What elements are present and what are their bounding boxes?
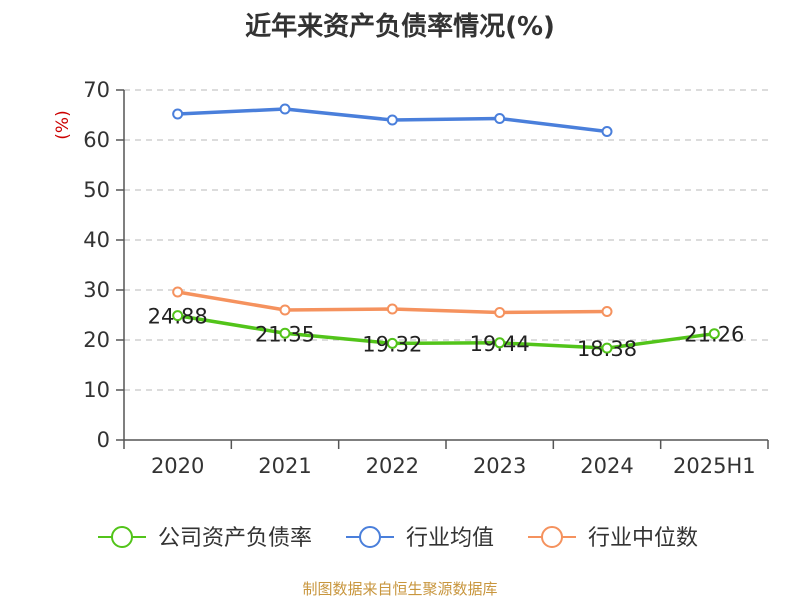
- data-point: [494, 307, 506, 318]
- legend-marker: [541, 526, 563, 548]
- y-tick-label: 70: [83, 78, 110, 102]
- legend-marker: [111, 526, 133, 548]
- legend-item-1[interactable]: 行业均值: [346, 526, 494, 551]
- data-point: [601, 306, 613, 317]
- data-point: [172, 286, 184, 298]
- gridlines: [124, 89, 768, 391]
- legend-label: 行业中位数: [588, 526, 698, 551]
- y-axis-label: (%): [53, 110, 73, 139]
- data-point: [708, 328, 720, 340]
- legend-item-0[interactable]: 公司资产负债率: [98, 526, 312, 551]
- series: [172, 103, 720, 354]
- y-tick-label: 10: [83, 378, 110, 402]
- data-label: 24.88: [148, 305, 208, 329]
- data-labels: 24.88 21.35 19.32 19.44 18.38 21.26: [148, 305, 745, 362]
- y-tick-label: 0: [97, 428, 110, 452]
- data-point: [279, 327, 291, 339]
- x-tick-label: 2024: [580, 454, 633, 478]
- data-point: [386, 303, 398, 315]
- legend-label: 公司资产负债率: [158, 526, 312, 551]
- data-point: [386, 114, 398, 126]
- legend-marker: [359, 526, 381, 548]
- data-label: 21.35: [255, 322, 315, 346]
- y-tick-label: 20: [83, 328, 110, 352]
- x-tick-label: 2025H1: [673, 454, 756, 478]
- data-point: [601, 126, 613, 137]
- data-label: 18.38: [577, 337, 637, 361]
- data-label: 19.32: [362, 332, 422, 356]
- axes: (%) 0 10 20 30 40 50 60 70 2020 2021 2022 2023 2024 2…: [53, 78, 769, 478]
- x-tick-label: 2021: [258, 454, 311, 478]
- x-tick-label: 2022: [366, 454, 419, 478]
- data-point: [494, 337, 506, 349]
- data-point: [279, 304, 291, 316]
- data-point: [172, 108, 184, 120]
- y-tick-label: 50: [83, 178, 110, 202]
- legend-label: 行业均值: [406, 526, 494, 551]
- data-label: 21.26: [684, 323, 744, 347]
- source-note: 制图数据来自恒生聚源数据库: [302, 580, 498, 598]
- y-tick-label: 40: [83, 228, 110, 252]
- legend: 公司资产负债率 行业均值 行业中位数: [98, 526, 698, 551]
- series-line-0: [177, 313, 715, 350]
- chart-title: 近年来资产负债率情况(%): [245, 12, 555, 42]
- y-tick-label: 30: [83, 278, 110, 302]
- legend-item-2[interactable]: 行业中位数: [528, 526, 698, 551]
- data-point: [279, 103, 291, 115]
- data-label: 19.44: [470, 332, 530, 356]
- x-tick-label: 2020: [151, 454, 204, 478]
- x-tick-label: 2023: [473, 454, 526, 478]
- data-point: [601, 342, 613, 354]
- data-point: [386, 337, 398, 349]
- data-point: [494, 113, 506, 124]
- y-tick-label: 60: [83, 128, 110, 152]
- data-point: [172, 310, 184, 322]
